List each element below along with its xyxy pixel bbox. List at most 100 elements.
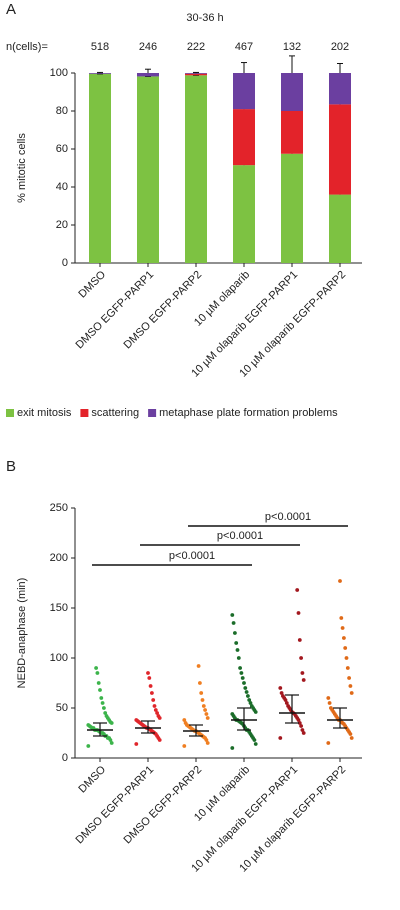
y-tick-label: 20 [56,219,68,231]
dot [155,711,160,715]
dot [147,676,152,680]
dot [279,691,284,695]
bar-segment [329,104,351,195]
dot [86,744,91,748]
legend-swatch [6,409,14,417]
bar-segment [281,111,303,154]
dot [230,613,235,617]
dot [329,706,333,710]
dot [297,638,302,642]
dot [300,671,305,675]
dot [278,686,283,690]
dot [239,671,244,675]
dot [342,636,346,640]
x-tick-label: DMSO EGFP-PARP1 [73,269,156,352]
bar-segment [89,73,111,74]
y-tick-label: 60 [56,143,68,155]
dot [231,621,236,625]
dot [326,696,331,700]
dot [99,696,104,700]
bar-segment [281,73,303,111]
dot [198,681,202,685]
legend-swatch [80,409,89,417]
dot [299,724,303,728]
dot [326,741,331,745]
n-count: 222 [187,41,205,53]
dot [301,731,306,735]
dot [248,701,253,705]
dot [243,686,248,690]
dot [246,694,250,698]
n-count: 132 [283,41,301,53]
dot [96,681,101,685]
dot [103,711,108,715]
legend-label: exit mitosis [17,407,72,419]
dot [199,691,204,695]
dot [338,579,342,583]
x-tick-label: DMSO EGFP-PARP1 [73,764,156,847]
y-tick-label: 80 [56,105,68,117]
dot [299,656,303,660]
dot [253,742,258,746]
dot [301,678,306,682]
dot [348,684,353,688]
dot [104,714,109,718]
n-count: 518 [91,41,109,53]
dot [203,708,208,712]
bar-segment [185,75,207,263]
dot [182,744,187,748]
n-label: n(cells)= [6,41,48,53]
dot [339,616,344,620]
legend-swatch [148,409,157,417]
dot [349,691,354,695]
dot [286,704,290,708]
dot [153,708,158,712]
p-value: p<0.0001 [265,511,311,523]
dot [327,701,332,705]
bar-segment [185,73,207,74]
dot [134,742,139,746]
p-value: p<0.0001 [169,550,215,562]
n-count: 246 [139,41,157,53]
dot [234,641,239,645]
dot [345,666,350,670]
dot [300,728,305,732]
dot [235,648,240,652]
dot [230,746,235,750]
dot [233,631,237,635]
y-tick-label: 0 [62,752,68,764]
subtitle: 30-36 h [186,12,223,24]
x-tick-label: DMSO [76,763,108,795]
y-axis-label: NEBD-anaphase (min) [16,578,28,689]
dot [109,741,114,745]
dot [151,698,156,702]
dot [284,701,289,705]
p-value: p<0.0001 [217,530,263,542]
dot [205,716,210,720]
dot [201,704,206,708]
legend-label: metaphase plate formation problems [159,407,338,419]
x-tick-label: DMSO EGFP-PARP2 [121,269,204,352]
dot [278,736,283,740]
bar-segment [281,153,303,263]
x-tick-label: 10 µM olaparib EGFP-PARP2 [237,764,348,875]
bar-segment [329,194,351,263]
dot [230,712,235,716]
dot [200,698,205,702]
dot [236,656,241,660]
y-tick-label: 50 [56,702,68,714]
bar-segment [89,73,111,263]
dot [98,688,102,692]
legend-label: scattering [91,407,139,419]
dot [340,626,345,630]
dot [242,681,246,685]
dot [205,741,210,745]
dot [240,676,245,680]
dot [344,656,349,660]
x-tick-label: 10 µM olaparib EGFP-PARP2 [237,269,348,380]
dot [347,676,351,680]
y-tick-label: 0 [62,257,68,269]
y-tick-label: 150 [50,602,68,614]
bar-segment [137,76,159,263]
